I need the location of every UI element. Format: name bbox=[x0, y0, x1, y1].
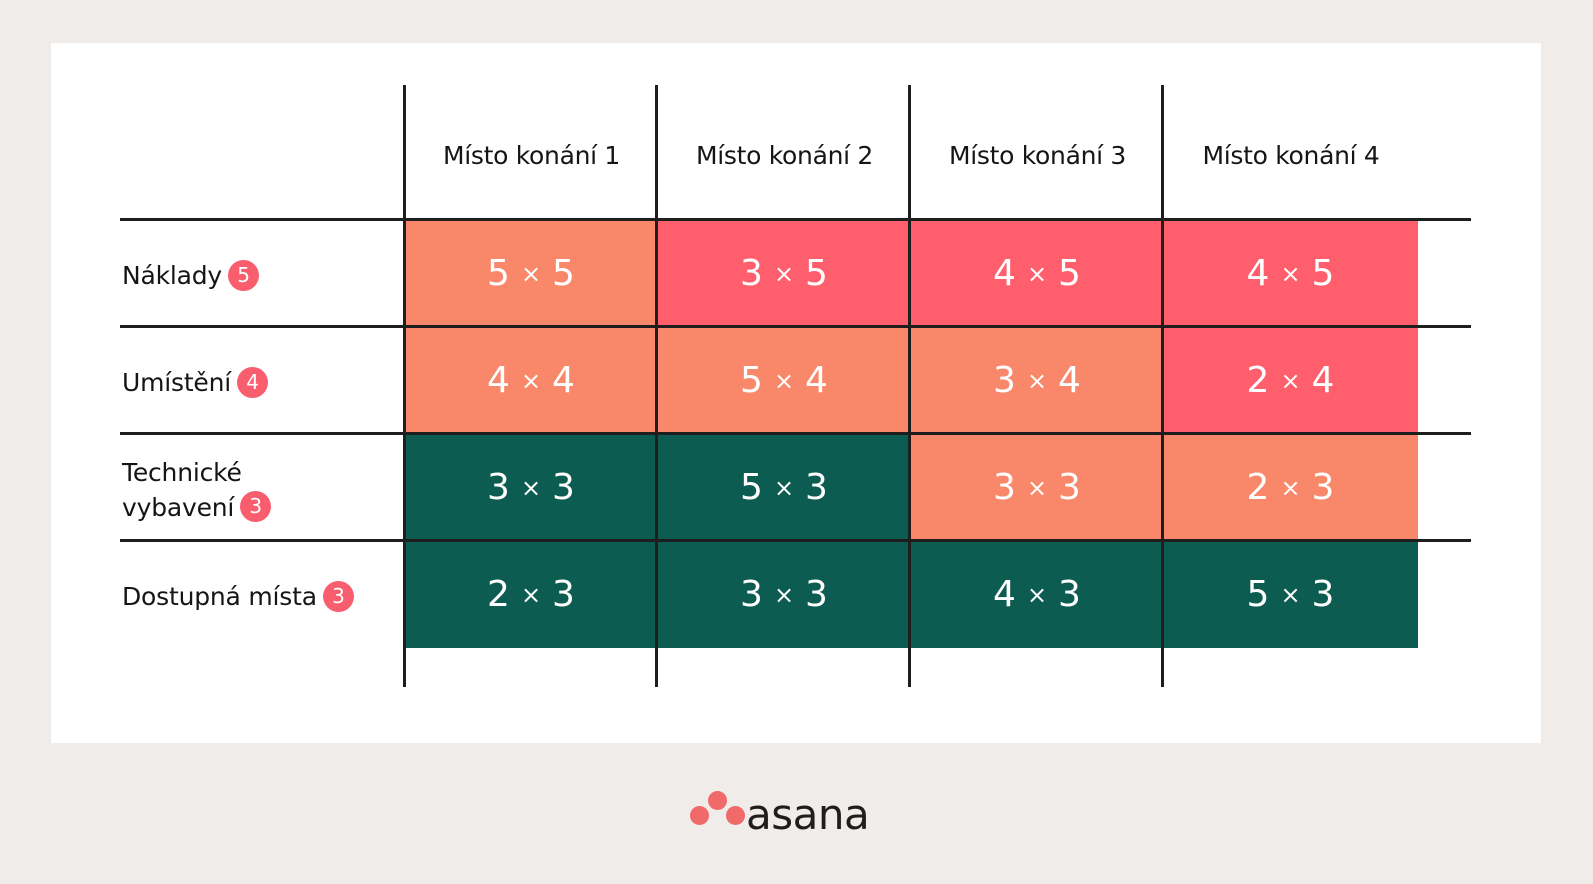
score-value: 3 bbox=[487, 467, 511, 508]
score-value: 4 bbox=[487, 360, 511, 401]
score-cell: 4 × 3 bbox=[911, 541, 1164, 648]
score-value: 2 bbox=[1246, 467, 1271, 508]
row-label-1: Náklady 5 bbox=[122, 258, 260, 293]
multiply-sign: × bbox=[520, 473, 543, 502]
grid-horizontal-line bbox=[120, 432, 1471, 435]
score-cell: 3 × 3 bbox=[658, 541, 911, 648]
score-value: 4 bbox=[993, 574, 1017, 615]
grid-vertical-line bbox=[403, 85, 406, 687]
score-cell: 5 × 3 bbox=[658, 434, 911, 541]
column-header-1: Místo konání 1 bbox=[442, 140, 621, 170]
weight-value: 3 bbox=[805, 574, 829, 615]
asana-three-dots-icon bbox=[708, 791, 727, 810]
multiply-sign: × bbox=[1280, 366, 1302, 395]
row-label-text: Dostupná místa bbox=[122, 582, 317, 611]
row-label-4: Dostupná místa 3 bbox=[122, 579, 354, 614]
grid-horizontal-line bbox=[120, 539, 1471, 542]
multiply-sign: × bbox=[773, 259, 796, 288]
score-cell: 3 × 5 bbox=[658, 220, 911, 327]
row-label-line: Náklady 5 bbox=[122, 258, 260, 293]
weight-value: 3 bbox=[1058, 467, 1082, 508]
weight-value: 4 bbox=[1058, 360, 1082, 401]
score-cell: 3 × 4 bbox=[911, 327, 1164, 434]
score-value: 3 bbox=[740, 574, 764, 615]
score-cell: 4 × 4 bbox=[405, 327, 658, 434]
multiply-sign: × bbox=[1280, 580, 1302, 609]
column-header-2: Místo konání 2 bbox=[695, 140, 874, 170]
weight-value: 4 bbox=[552, 360, 576, 401]
score-cell: 4 × 5 bbox=[911, 220, 1164, 327]
weight-value: 4 bbox=[805, 360, 829, 401]
multiply-sign: × bbox=[520, 366, 543, 395]
multiply-sign: × bbox=[1026, 473, 1049, 502]
multiply-sign: × bbox=[773, 366, 796, 395]
weight-value: 5 bbox=[805, 253, 829, 294]
asana-wordmark: asana bbox=[746, 790, 870, 839]
score-value: 5 bbox=[1246, 574, 1271, 615]
weight-value: 3 bbox=[1058, 574, 1082, 615]
multiply-sign: × bbox=[1280, 473, 1302, 502]
asana-dot-right bbox=[726, 806, 745, 825]
multiply-sign: × bbox=[1026, 259, 1049, 288]
grid-horizontal-line bbox=[120, 325, 1471, 328]
row-label-line: vybavení 3 bbox=[122, 490, 272, 525]
weight-value: 3 bbox=[552, 467, 576, 508]
row-label-line: Umístění 4 bbox=[122, 365, 268, 400]
row-label-2: Umístění 4 bbox=[122, 365, 268, 400]
weight-badge: 3 bbox=[322, 580, 354, 612]
row-label-text: vybavení bbox=[122, 492, 235, 522]
weight-value: 3 bbox=[1311, 574, 1336, 615]
asana-dot-left bbox=[690, 806, 709, 825]
grid-vertical-line bbox=[655, 85, 658, 687]
score-value: 4 bbox=[1246, 253, 1271, 294]
weight-value: 5 bbox=[552, 253, 576, 294]
score-value: 5 bbox=[487, 253, 511, 294]
weight-badge: 4 bbox=[237, 366, 268, 398]
weight-value: 5 bbox=[1058, 253, 1082, 294]
score-value: 5 bbox=[740, 360, 764, 401]
weight-badge: 3 bbox=[240, 491, 272, 522]
row-label-text: Náklady bbox=[122, 261, 223, 290]
score-value: 5 bbox=[740, 467, 764, 508]
multiply-sign: × bbox=[1026, 580, 1049, 609]
score-cell: 2 × 4 bbox=[1164, 327, 1418, 434]
score-cell: 3 × 3 bbox=[911, 434, 1164, 541]
score-cell: 3 × 3 bbox=[405, 434, 658, 541]
weight-value: 3 bbox=[1311, 467, 1336, 508]
weight-value: 5 bbox=[1311, 253, 1336, 294]
multiply-sign: × bbox=[520, 259, 543, 288]
score-value: 3 bbox=[740, 253, 764, 294]
multiply-sign: × bbox=[1026, 366, 1049, 395]
multiply-sign: × bbox=[773, 580, 796, 609]
asana-logo: asana bbox=[690, 790, 930, 846]
row-label-text: Umístění bbox=[122, 368, 231, 397]
score-value: 3 bbox=[993, 360, 1017, 401]
score-value: 3 bbox=[993, 467, 1017, 508]
weight-badge: 5 bbox=[228, 259, 260, 291]
weight-value: 3 bbox=[805, 467, 829, 508]
weight-value: 3 bbox=[552, 574, 576, 615]
score-value: 2 bbox=[487, 574, 511, 615]
multiply-sign: × bbox=[1280, 259, 1302, 288]
score-cell: 2 × 3 bbox=[1164, 434, 1418, 541]
column-header-4: Místo konání 4 bbox=[1202, 140, 1380, 170]
score-cell: 4 × 5 bbox=[1164, 220, 1418, 327]
multiply-sign: × bbox=[773, 473, 796, 502]
column-header-3: Místo konání 3 bbox=[948, 140, 1127, 170]
row-label-line: Technické bbox=[122, 455, 271, 490]
grid-vertical-line bbox=[908, 85, 911, 687]
score-value: 4 bbox=[993, 253, 1017, 294]
row-label-line: Dostupná místa 3 bbox=[122, 579, 354, 614]
row-label-text: Technické bbox=[122, 457, 242, 487]
score-cell: 5 × 5 bbox=[405, 220, 658, 327]
row-label-3: Technické vybavení 3 bbox=[122, 455, 272, 525]
grid-horizontal-line bbox=[120, 218, 1471, 221]
score-cell: 5 × 3 bbox=[1164, 541, 1418, 648]
score-value: 2 bbox=[1246, 360, 1271, 401]
grid-vertical-line bbox=[1161, 85, 1164, 687]
score-cell: 2 × 3 bbox=[405, 541, 658, 648]
weight-value: 4 bbox=[1311, 360, 1336, 401]
score-cell: 5 × 4 bbox=[658, 327, 911, 434]
multiply-sign: × bbox=[520, 580, 543, 609]
